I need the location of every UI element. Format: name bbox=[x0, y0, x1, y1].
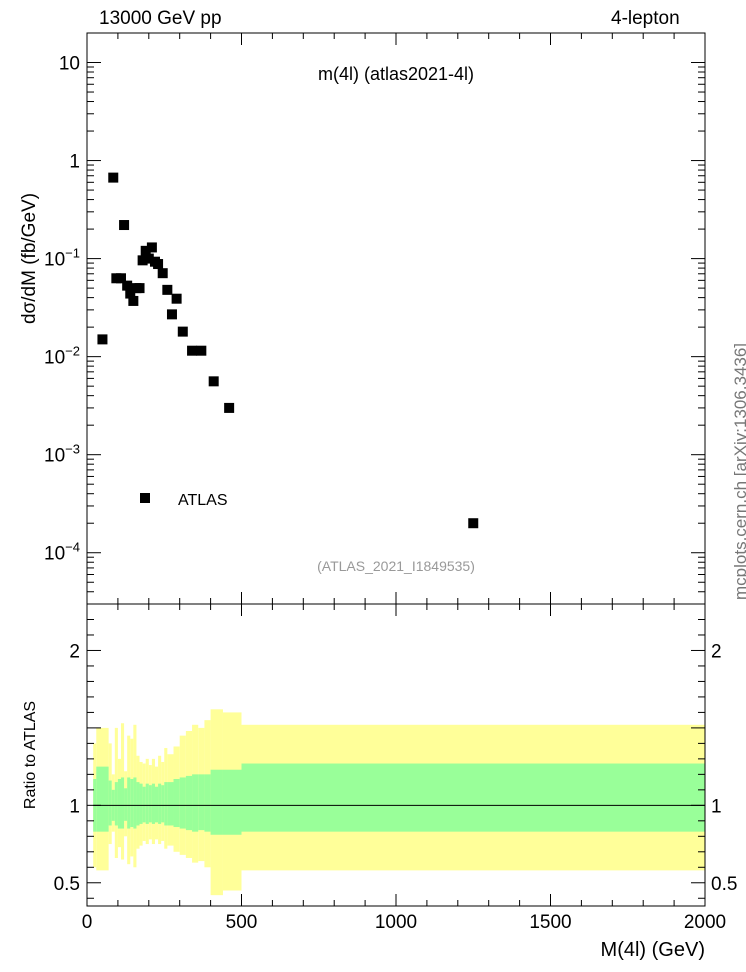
x-tick-label: 2000 bbox=[684, 912, 726, 933]
inner-band-bin bbox=[114, 782, 118, 826]
data-point bbox=[171, 293, 182, 304]
inner-band-bin bbox=[139, 783, 143, 824]
data-point bbox=[162, 284, 173, 295]
inner-band-bin bbox=[173, 779, 180, 828]
data-point bbox=[143, 253, 154, 264]
inner-band-bin bbox=[142, 786, 146, 823]
inner-band-bin bbox=[210, 769, 223, 835]
inner-band-bin bbox=[161, 785, 165, 823]
inner-band-bin bbox=[145, 783, 149, 824]
x-tick-label: 1500 bbox=[529, 912, 571, 933]
ratio-y-tick-label-right: 1 bbox=[711, 796, 722, 817]
main-plot-frame bbox=[86, 32, 706, 605]
y-axis-label: dσ/dM (fb/GeV) bbox=[19, 193, 40, 324]
legend-label: ATLAS bbox=[178, 492, 228, 509]
inner-band-bin bbox=[198, 774, 205, 831]
x-tick-label: 0 bbox=[82, 912, 93, 933]
ratio-y-tick-label-right: 2 bbox=[711, 641, 722, 662]
y-tick-label: 10 bbox=[59, 54, 80, 75]
data-point bbox=[128, 295, 139, 306]
inner-band-bin bbox=[241, 763, 705, 832]
data-point bbox=[119, 220, 130, 231]
inner-band-bin bbox=[158, 783, 162, 824]
ratio-y-tick-label-right: 0.5 bbox=[711, 874, 737, 895]
x-tick-label: 500 bbox=[226, 912, 258, 933]
inner-band-bin bbox=[136, 782, 140, 826]
inner-band-bin bbox=[154, 786, 159, 823]
data-point bbox=[187, 345, 198, 356]
inner-band-bin bbox=[179, 777, 186, 829]
x-axis-label: M(4l) (GeV) bbox=[601, 939, 705, 961]
data-point bbox=[115, 273, 126, 284]
data-point bbox=[166, 309, 177, 320]
inner-band-bin bbox=[185, 775, 193, 831]
data-point bbox=[108, 172, 119, 183]
y-tick-label: 10−4 bbox=[44, 540, 80, 565]
energy-label: 13000 GeV pp bbox=[99, 8, 222, 29]
plot-annotation: (ATLAS_2021_I1849535) bbox=[317, 558, 475, 574]
plot-title: m(4l) (atlas2021-4l) bbox=[318, 64, 474, 84]
data-point bbox=[157, 268, 168, 279]
inner-band-bin bbox=[120, 777, 125, 829]
data-point bbox=[140, 245, 151, 256]
x-tick-label: 1000 bbox=[375, 912, 417, 933]
ratio-y-tick-label-left: 0.5 bbox=[54, 874, 80, 895]
y-tick-label: 1 bbox=[69, 152, 80, 173]
inner-band-bin bbox=[133, 777, 137, 829]
ratio-y-axis-label: Ratio to ATLAS bbox=[22, 701, 39, 809]
y-tick-label: 10−2 bbox=[44, 344, 80, 369]
data-point bbox=[125, 288, 136, 299]
data-point bbox=[196, 345, 207, 356]
inner-band-bin bbox=[204, 774, 211, 832]
data-point bbox=[153, 259, 164, 270]
data-point bbox=[224, 402, 235, 413]
inner-band-bin bbox=[148, 785, 152, 823]
data-point bbox=[137, 255, 148, 266]
inner-band-bin bbox=[192, 774, 199, 832]
data-point bbox=[468, 518, 479, 529]
data-point bbox=[208, 376, 219, 387]
inner-band-bin bbox=[96, 766, 109, 832]
inner-band-bin bbox=[127, 777, 131, 829]
inner-band-bin bbox=[108, 780, 112, 826]
data-point bbox=[122, 280, 133, 291]
data-point bbox=[177, 326, 188, 337]
y-tick-label: 10−1 bbox=[44, 246, 80, 271]
process-label: 4-lepton bbox=[611, 8, 680, 29]
ratio-y-tick-label-left: 2 bbox=[69, 641, 80, 662]
y-tick-label: 10−3 bbox=[44, 442, 80, 467]
inner-band-bin bbox=[222, 769, 242, 835]
inner-band-bin bbox=[151, 783, 155, 824]
inner-band-bin bbox=[167, 782, 174, 826]
data-point bbox=[97, 334, 108, 345]
ratio-y-tick-label-left: 1 bbox=[69, 796, 80, 817]
inner-band-bin bbox=[130, 779, 134, 828]
inner-band-bin bbox=[117, 779, 121, 829]
data-point bbox=[146, 242, 157, 253]
inner-band-bin bbox=[124, 788, 128, 821]
inner-band-bin bbox=[164, 782, 168, 826]
legend-marker bbox=[140, 493, 150, 503]
data-point bbox=[134, 283, 145, 294]
